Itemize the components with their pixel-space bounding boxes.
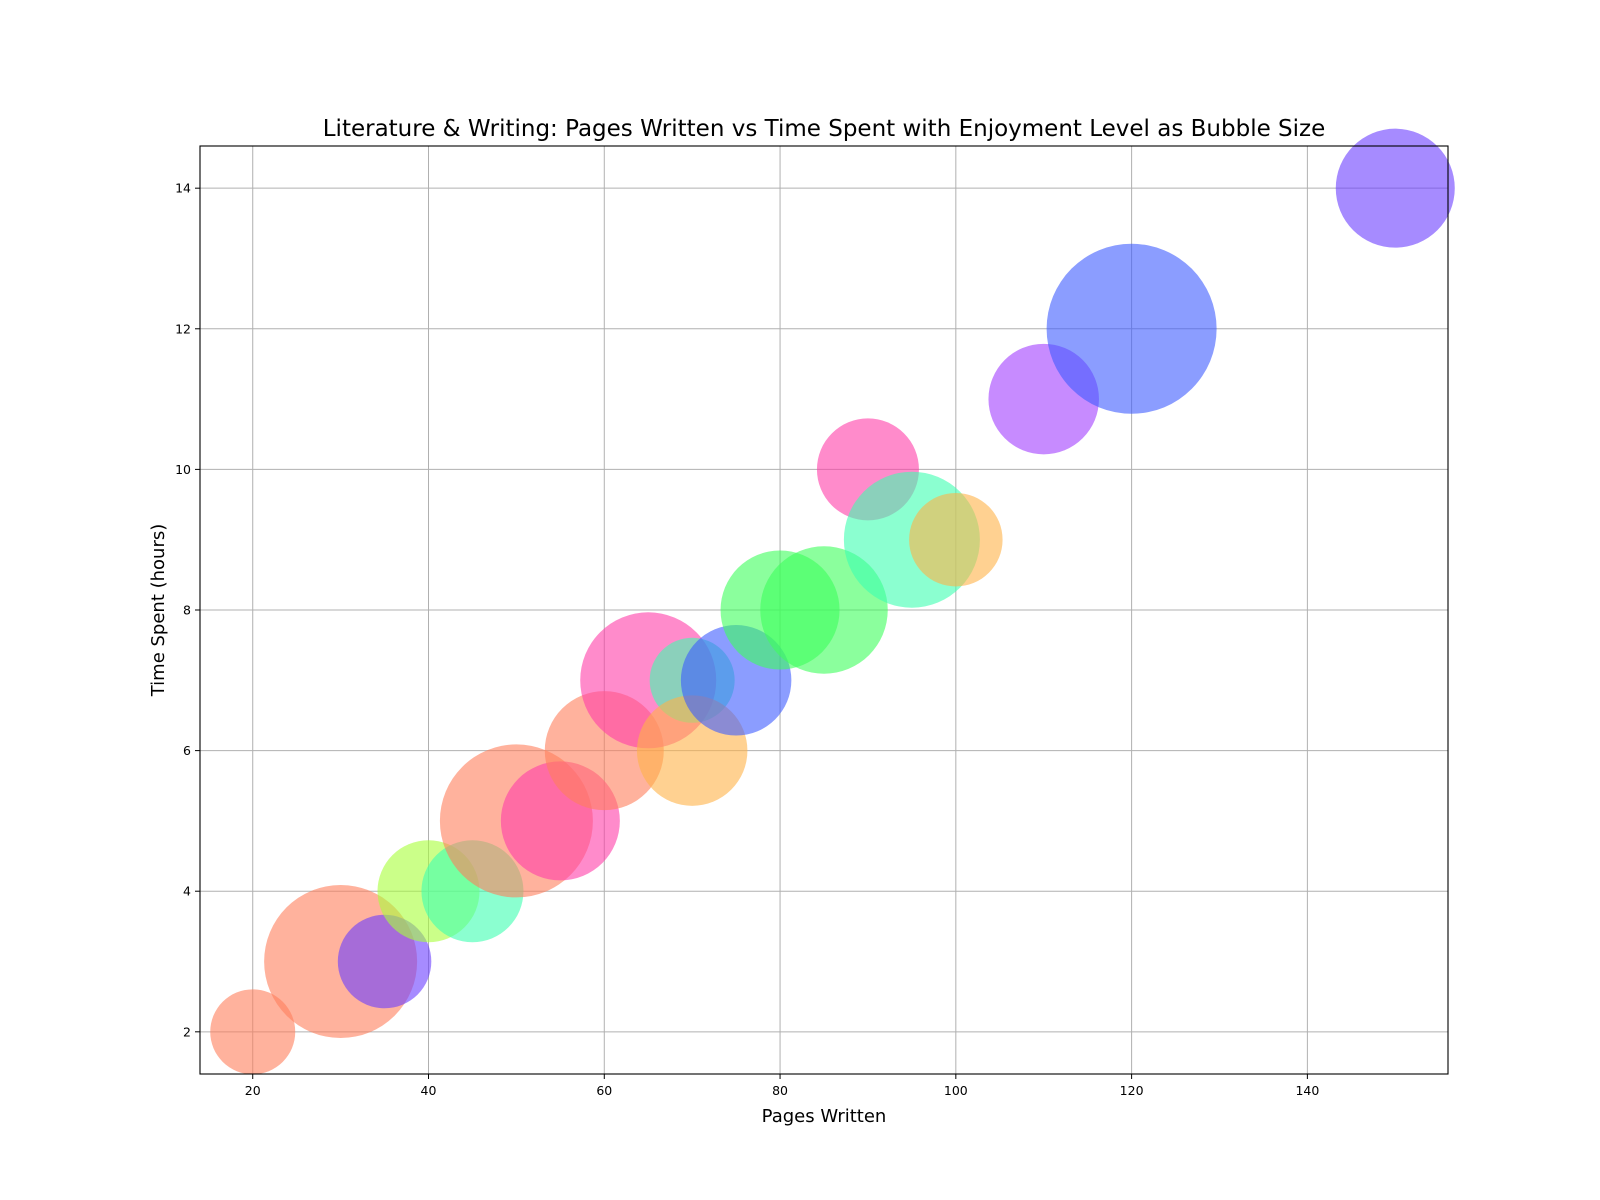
bubble-point bbox=[909, 492, 1003, 587]
x-tick-label: 60 bbox=[596, 1083, 612, 1098]
bubble-point bbox=[1335, 128, 1455, 248]
y-axis-label: Time Spent (hours) bbox=[148, 524, 169, 698]
x-axis-label: Pages Written bbox=[762, 1106, 887, 1127]
y-tick-label: 10 bbox=[175, 462, 191, 477]
y-tick-label: 14 bbox=[175, 181, 191, 196]
x-tick-label: 140 bbox=[1295, 1083, 1319, 1098]
x-tick-label: 40 bbox=[421, 1083, 437, 1098]
ticks: 20 40 60 80 100 120 140 2 4 6 8 10 12 14 bbox=[175, 181, 1319, 1098]
chart-title: Literature & Writing: Pages Written vs T… bbox=[323, 116, 1326, 142]
y-tick-label: 12 bbox=[175, 321, 191, 336]
x-tick-label: 100 bbox=[944, 1083, 968, 1098]
bubble-point bbox=[1046, 243, 1217, 414]
x-tick-label: 80 bbox=[772, 1083, 788, 1098]
x-tick-label: 120 bbox=[1120, 1083, 1144, 1098]
y-tick-label: 6 bbox=[183, 743, 191, 758]
x-tick-label: 20 bbox=[245, 1083, 261, 1098]
bubble-point bbox=[337, 914, 432, 1009]
y-tick-label: 8 bbox=[183, 603, 191, 618]
bubble-point bbox=[210, 989, 296, 1075]
y-tick-label: 4 bbox=[183, 884, 191, 899]
y-tick-label: 2 bbox=[183, 1024, 191, 1039]
bubbles bbox=[210, 128, 1455, 1075]
